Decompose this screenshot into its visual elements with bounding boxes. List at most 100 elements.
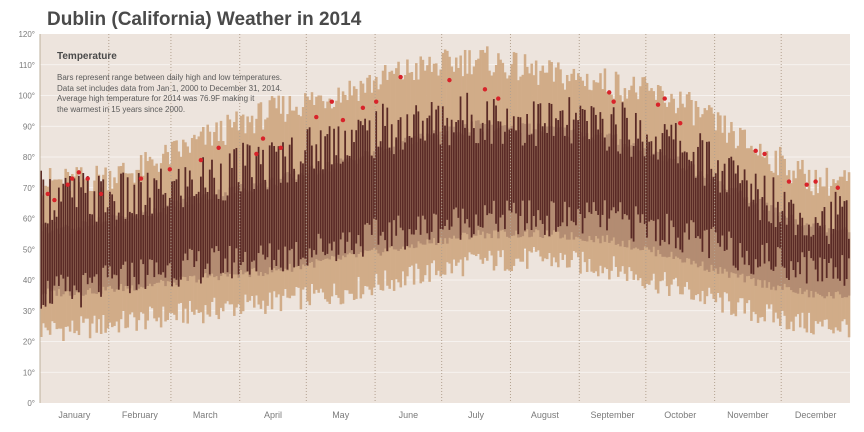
daily-2014-bar [182, 207, 185, 261]
daily-2014-bar [253, 189, 256, 261]
record-high-marker [198, 157, 204, 163]
y-tick-label: 110° [19, 61, 35, 70]
daily-2014-bar [95, 221, 98, 275]
daily-2014-bar [666, 129, 668, 214]
daily-2014-bar [211, 159, 213, 249]
y-tick-label: 50° [23, 245, 35, 254]
daily-2014-bar [117, 212, 120, 290]
daily-2014-bar [308, 127, 311, 249]
daily-2014-bar [135, 214, 138, 290]
daily-2014-bar [322, 169, 324, 252]
daily-2014-bar [293, 168, 295, 268]
daily-2014-bar [486, 101, 489, 216]
daily-2014-bar [142, 214, 145, 265]
y-axis-ticks: 0° 10° 20° 30° 40° 50° 60° 70° 80° 90° 100° 110° 120… [18, 30, 35, 408]
daily-2014-bar [626, 117, 628, 216]
daily-2014-bar [741, 180, 744, 258]
daily-2014-bar [721, 170, 724, 236]
daily-2014-bar [668, 136, 671, 245]
daily-2014-bar [44, 222, 47, 307]
daily-2014-bar [568, 97, 571, 208]
daily-2014-bar [646, 134, 648, 238]
daily-2014-bar [634, 112, 637, 207]
daily-2014-bar [694, 177, 697, 239]
record-high-marker [69, 176, 75, 181]
daily-2014-bar [410, 137, 413, 235]
daily-2014-bar [701, 140, 704, 252]
daily-2014-bar [488, 120, 491, 214]
daily-2014-bar [845, 200, 848, 280]
daily-2014-bar [599, 112, 602, 228]
daily-2014-bar [748, 206, 750, 266]
daily-2014-bar [80, 187, 82, 308]
daily-2014-bar [42, 179, 45, 306]
daily-2014-bar [297, 174, 300, 266]
daily-2014-bar [779, 222, 781, 249]
daily-2014-bar [650, 141, 653, 220]
record-high-marker [662, 96, 667, 101]
y-tick-label: 90° [23, 122, 35, 131]
daily-2014-bar [543, 123, 546, 235]
daily-2014-bar [588, 139, 591, 213]
daily-2014-bar [237, 182, 240, 275]
y-tick-label: 20° [23, 338, 35, 347]
record-high-marker [76, 170, 82, 175]
daily-2014-bar [393, 154, 395, 221]
record-high-marker [314, 114, 319, 120]
daily-2014-bar [120, 173, 122, 269]
daily-2014-bar [435, 109, 438, 215]
normal-range-bar [841, 229, 844, 298]
daily-2014-bar [57, 187, 60, 286]
daily-2014-bar [661, 133, 664, 240]
daily-2014-bar [404, 142, 406, 250]
legend-note-line: Data set includes data from Jan 1, 2000 … [57, 83, 283, 93]
daily-2014-bar [353, 142, 355, 255]
daily-2014-bar [586, 121, 588, 203]
daily-2014-bar [200, 176, 202, 284]
daily-2014-bar [610, 114, 613, 211]
daily-2014-bar [217, 198, 220, 251]
daily-2014-bar [53, 210, 56, 286]
daily-2014-bar [595, 114, 597, 211]
daily-2014-bar [699, 133, 702, 239]
daily-2014-bar [433, 133, 435, 214]
daily-2014-bar [333, 128, 335, 242]
daily-2014-bar [548, 102, 551, 237]
daily-2014-bar [157, 188, 160, 275]
daily-2014-bar [475, 143, 477, 215]
daily-2014-bar [836, 214, 839, 279]
daily-2014-bar [457, 120, 460, 218]
normal-range-bar [761, 210, 764, 288]
daily-2014-bar [555, 118, 557, 232]
daily-2014-bar [524, 142, 526, 231]
daily-2014-bar [697, 146, 699, 237]
daily-2014-bar [206, 191, 209, 264]
daily-2014-bar [484, 139, 486, 206]
record-high-marker [260, 136, 266, 141]
daily-2014-bar [93, 191, 96, 277]
x-month-label: May [332, 410, 350, 420]
record-high-marker [607, 90, 612, 95]
daily-2014-bar [224, 200, 227, 259]
daily-2014-bar [672, 139, 675, 228]
daily-2014-bar [823, 207, 826, 259]
daily-2014-bar [310, 145, 313, 258]
x-axis-month-labels: January February March April May June July Augu… [58, 410, 836, 420]
daily-2014-bar [785, 224, 788, 278]
daily-2014-bar [284, 156, 287, 247]
daily-2014-bar [814, 217, 817, 270]
daily-2014-bar [848, 238, 850, 259]
daily-2014-bar [590, 106, 593, 214]
record-high-marker [786, 179, 792, 184]
daily-2014-bar [251, 177, 253, 262]
daily-2014-bar [743, 169, 746, 265]
daily-2014-bar [222, 200, 224, 273]
daily-2014-bar [140, 182, 142, 260]
daily-2014-bar [612, 107, 615, 208]
daily-2014-bar [641, 141, 644, 215]
daily-2014-bar [62, 183, 65, 279]
record-high-marker [804, 182, 809, 187]
record-high-marker [762, 151, 767, 157]
daily-2014-bar [97, 175, 100, 293]
daily-2014-bar [350, 129, 353, 251]
